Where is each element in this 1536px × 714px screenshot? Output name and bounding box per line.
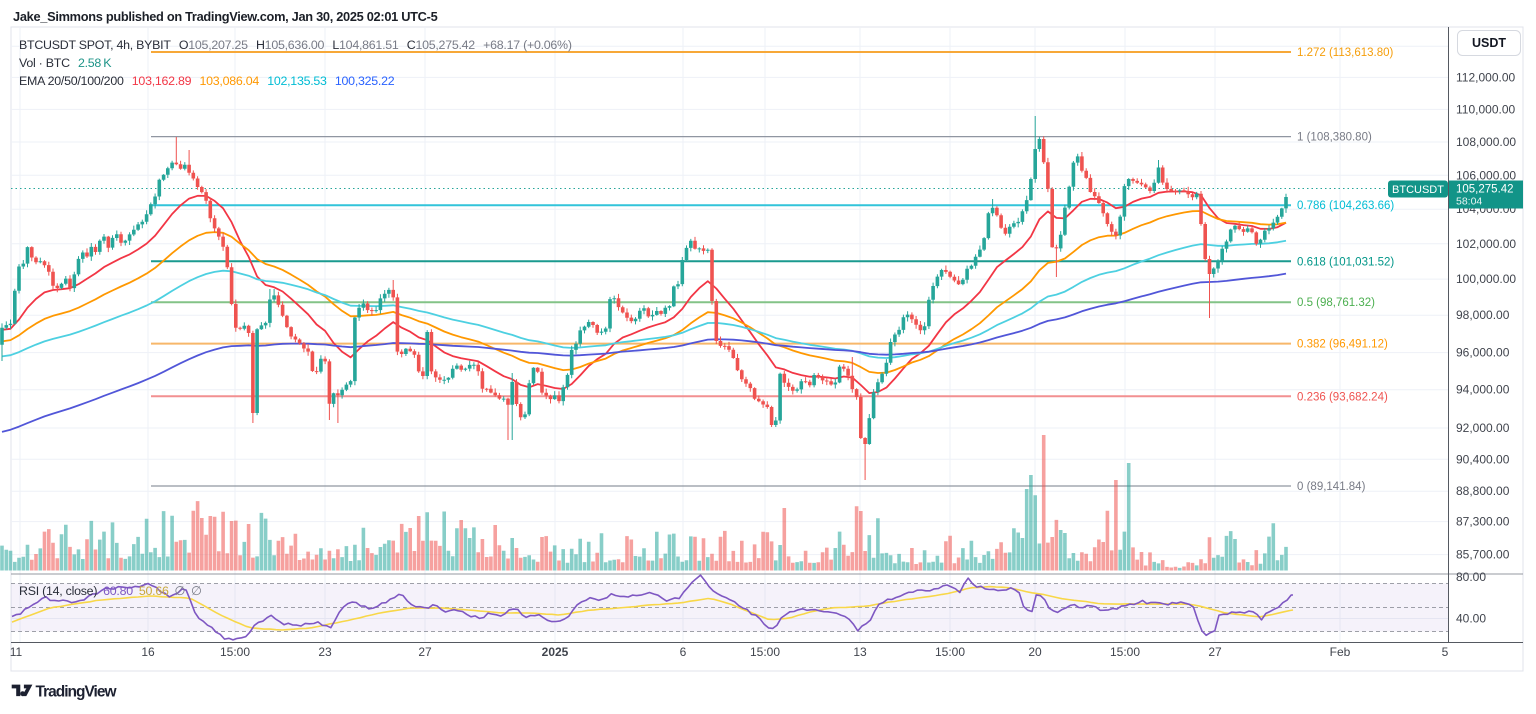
svg-text:0.786 (104,263.66): 0.786 (104,263.66) [1297,200,1394,212]
svg-text:108,000.00: 108,000.00 [1456,135,1516,149]
svg-text:16: 16 [141,645,155,659]
svg-text:106,000.00: 106,000.00 [1456,168,1516,182]
svg-text:1 (108,380.80): 1 (108,380.80) [1297,132,1372,144]
svg-text:Jake_Simmons published on Trad: Jake_Simmons published on TradingView.co… [13,9,438,24]
svg-text:0.236 (93,682.24): 0.236 (93,682.24) [1297,391,1388,403]
svg-text:20: 20 [1028,645,1042,659]
svg-text:92,000.00: 92,000.00 [1456,421,1510,435]
svg-text:40.00: 40.00 [1456,612,1486,626]
svg-text:105,275.42: 105,275.42 [1456,184,1514,196]
svg-text:Feb: Feb [1330,645,1351,659]
svg-text:112,000.00: 112,000.00 [1456,70,1515,84]
svg-text:11: 11 [10,645,23,659]
svg-text:88,800.00: 88,800.00 [1456,484,1510,498]
svg-text:0 (89,141.84): 0 (89,141.84) [1297,481,1366,493]
svg-text:13: 13 [853,645,867,659]
svg-text:110,000.00: 110,000.00 [1456,102,1515,116]
svg-text:TradingView: TradingView [36,684,118,701]
svg-text:RSI (14, close) 60.80 50.66 ∅: RSI (14, close) 60.80 50.66 ∅ ∅ [19,584,202,598]
svg-text:Vol · BTC 2.58 K: Vol · BTC 2.58 K [19,56,112,70]
svg-text:58:04: 58:04 [1456,196,1482,208]
svg-text:102,000.00: 102,000.00 [1456,237,1516,251]
svg-text:96,000.00: 96,000.00 [1456,346,1510,360]
svg-text:15:00: 15:00 [935,645,965,659]
svg-text:15:00: 15:00 [750,645,780,659]
svg-text:BTCUSDT SPOT, 4h, BYBIT O105,: BTCUSDT SPOT, 4h, BYBIT O105,207.25 H105… [19,38,572,52]
svg-text:0.5 (98,761.32): 0.5 (98,761.32) [1297,297,1375,309]
svg-text:85,700.00: 85,700.00 [1456,548,1510,562]
svg-text:0.618 (101,031.52): 0.618 (101,031.52) [1297,256,1394,268]
svg-text:USDT: USDT [1472,36,1506,50]
svg-text:23: 23 [318,645,332,659]
svg-text:27: 27 [418,645,432,659]
svg-text:27: 27 [1208,645,1222,659]
svg-text:6: 6 [680,645,687,659]
svg-text:1.272 (113,613.80): 1.272 (113,613.80) [1297,47,1394,59]
svg-text:15:00: 15:00 [220,645,250,659]
svg-text:94,000.00: 94,000.00 [1456,383,1510,397]
svg-text:2025: 2025 [542,645,569,659]
svg-text:5: 5 [1442,645,1449,659]
svg-text:100,000.00: 100,000.00 [1456,272,1516,286]
svg-text:80.00: 80.00 [1456,570,1486,584]
svg-text:0.382 (96,491.12): 0.382 (96,491.12) [1297,339,1388,351]
svg-text:90,400.00: 90,400.00 [1456,452,1510,466]
svg-text:98,000.00: 98,000.00 [1456,308,1510,322]
svg-text:BTCUSDT: BTCUSDT [1392,184,1444,196]
svg-text:15:00: 15:00 [1110,645,1140,659]
svg-text:87,300.00: 87,300.00 [1456,515,1510,529]
svg-text:EMA 20/50/100/200 103,162.89: EMA 20/50/100/200 103,162.89 103,086.04 … [19,74,395,88]
